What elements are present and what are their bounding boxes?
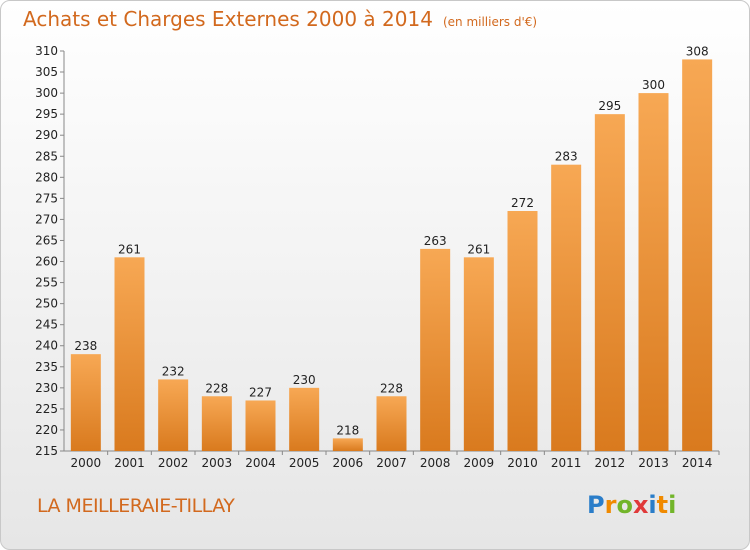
bar (420, 248, 451, 451)
logo-letter: t (656, 491, 669, 519)
logo-letter: r (604, 491, 617, 519)
value-label: 227 (249, 385, 272, 399)
logo-letter: x (632, 491, 649, 519)
x-tick-label: 2009 (464, 456, 495, 470)
y-tick-label: 250 (35, 297, 58, 311)
value-label: 261 (467, 242, 490, 256)
bar (463, 257, 494, 451)
x-tick-label: 2007 (376, 456, 407, 470)
y-tick-label: 260 (35, 255, 58, 269)
y-tick-label: 290 (35, 128, 58, 142)
bar (70, 354, 101, 451)
y-tick-label: 265 (35, 233, 58, 247)
x-tick-label: 2005 (289, 456, 320, 470)
x-tick-label: 2011 (551, 456, 582, 470)
bar (638, 93, 669, 452)
logo-letter: P (587, 491, 605, 519)
y-tick-label: 300 (35, 86, 58, 100)
chart-title: Achats et Charges Externes 2000 à 2014 (e… (23, 7, 537, 31)
value-label: 228 (380, 381, 403, 395)
bar (201, 396, 232, 451)
value-label: 295 (598, 99, 621, 113)
y-tick-label: 255 (35, 276, 58, 290)
bar (289, 387, 320, 451)
bar (594, 114, 625, 451)
x-tick-label: 2008 (420, 456, 451, 470)
bar (332, 438, 363, 451)
value-label: 300 (642, 78, 665, 92)
value-label: 263 (424, 234, 447, 248)
y-tick-label: 220 (35, 423, 58, 437)
y-tick-label: 240 (35, 339, 58, 353)
bar (376, 396, 407, 451)
y-tick-label: 235 (35, 360, 58, 374)
x-tick-label: 2006 (333, 456, 364, 470)
bar (245, 400, 276, 451)
value-label: 272 (511, 196, 534, 210)
y-tick-label: 230 (35, 381, 58, 395)
x-tick-label: 2001 (114, 456, 145, 470)
chart-unit: (en milliers d'€) (442, 15, 538, 29)
bar (507, 211, 538, 451)
y-tick-label: 280 (35, 170, 58, 184)
bar (114, 257, 145, 451)
y-tick-label: 310 (35, 44, 58, 58)
value-label: 261 (118, 242, 141, 256)
logo-letter: o (616, 491, 633, 519)
x-tick-label: 2014 (682, 456, 713, 470)
value-label: 308 (686, 44, 709, 58)
y-tick-label: 305 (35, 65, 58, 79)
y-tick-label: 270 (35, 212, 58, 226)
x-tick-label: 2002 (158, 456, 189, 470)
value-label: 238 (74, 339, 97, 353)
bar (158, 379, 189, 451)
proxiti-logo: Proxiti (587, 491, 676, 519)
y-tick-label: 295 (35, 107, 58, 121)
y-tick-label: 215 (35, 444, 58, 458)
chart-title-text: Achats et Charges Externes 2000 à 2014 (23, 7, 433, 31)
logo-letter: i (668, 491, 677, 519)
value-label: 283 (555, 150, 578, 164)
x-tick-label: 2004 (245, 456, 276, 470)
x-tick-label: 2000 (71, 456, 102, 470)
logo-letter: i (648, 491, 657, 519)
y-tick-label: 275 (35, 191, 58, 205)
value-label: 230 (293, 373, 316, 387)
town-name: LA MEILLERAIE-TILLAY (37, 495, 235, 517)
y-tick-label: 285 (35, 149, 58, 163)
y-tick-label: 225 (35, 402, 58, 416)
x-tick-label: 2012 (595, 456, 626, 470)
value-label: 232 (162, 364, 185, 378)
bar (551, 164, 582, 451)
value-label: 218 (336, 423, 359, 437)
value-label: 228 (205, 381, 228, 395)
bar (682, 59, 713, 451)
x-tick-label: 2003 (202, 456, 233, 470)
y-tick-label: 245 (35, 318, 58, 332)
x-tick-label: 2013 (638, 456, 669, 470)
x-tick-label: 2010 (507, 456, 538, 470)
